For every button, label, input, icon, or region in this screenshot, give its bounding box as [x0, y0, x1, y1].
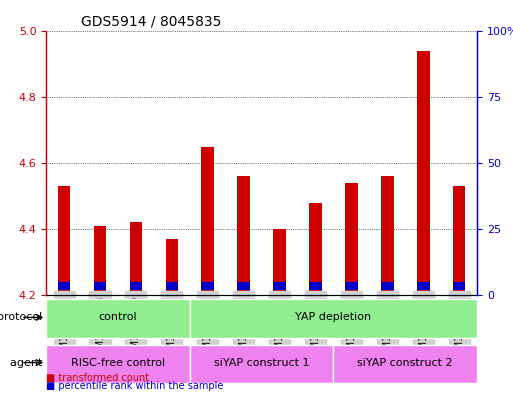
Bar — [238, 176, 250, 295]
Text: agent: agent — [10, 358, 46, 367]
Bar — [273, 282, 286, 290]
Bar — [417, 282, 429, 290]
FancyBboxPatch shape — [46, 299, 190, 338]
Text: ■ transformed count: ■ transformed count — [46, 373, 149, 383]
Bar — [309, 203, 322, 295]
Bar — [202, 282, 214, 290]
Bar — [94, 226, 106, 295]
Text: ■ percentile rank within the sample: ■ percentile rank within the sample — [46, 381, 224, 391]
FancyBboxPatch shape — [190, 299, 477, 338]
Bar — [58, 186, 70, 295]
Bar — [345, 282, 358, 290]
FancyBboxPatch shape — [333, 345, 477, 383]
Bar — [453, 186, 465, 295]
Bar — [345, 183, 358, 295]
Bar — [202, 147, 214, 295]
Text: siYAP construct 2: siYAP construct 2 — [358, 358, 453, 367]
Bar — [309, 282, 322, 290]
Bar — [238, 282, 250, 290]
Text: RISC-free control: RISC-free control — [71, 358, 165, 367]
FancyBboxPatch shape — [190, 345, 333, 383]
Text: protocol: protocol — [0, 312, 46, 322]
Text: GDS5914 / 8045835: GDS5914 / 8045835 — [81, 15, 221, 29]
Bar — [453, 282, 465, 290]
Bar — [130, 222, 142, 295]
Bar — [94, 282, 106, 290]
Bar — [166, 282, 178, 290]
Text: YAP depletion: YAP depletion — [295, 312, 371, 322]
Bar — [58, 282, 70, 290]
Bar — [273, 229, 286, 295]
Bar — [381, 282, 393, 290]
FancyBboxPatch shape — [46, 345, 190, 383]
Bar — [130, 282, 142, 290]
Text: control: control — [98, 312, 137, 322]
Bar — [166, 239, 178, 295]
Bar — [417, 51, 429, 295]
Bar — [381, 176, 393, 295]
Text: siYAP construct 1: siYAP construct 1 — [214, 358, 309, 367]
